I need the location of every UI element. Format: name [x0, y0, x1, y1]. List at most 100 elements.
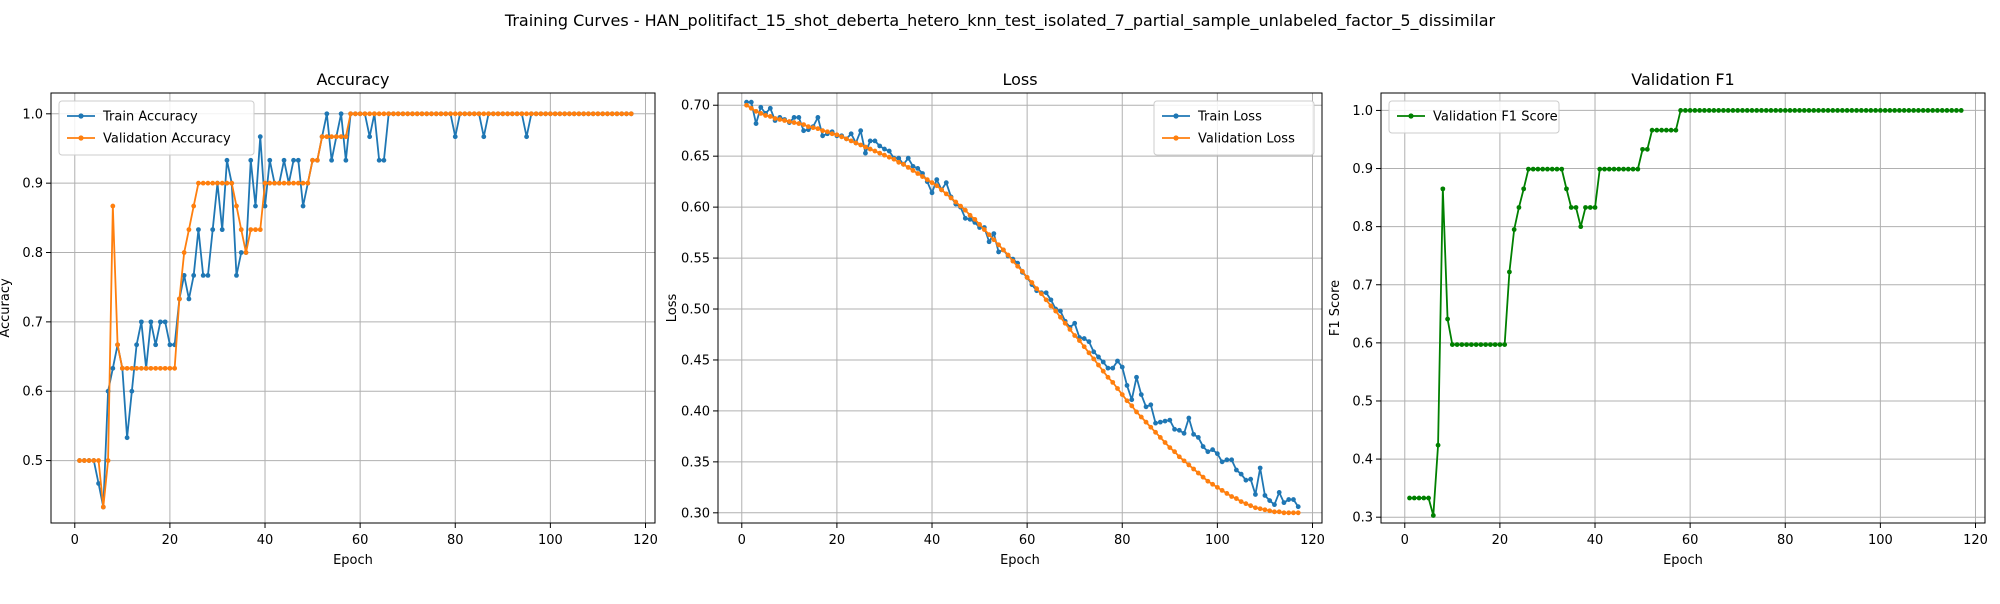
data-point — [896, 155, 902, 161]
data-point — [910, 168, 916, 173]
data-point — [1219, 487, 1225, 493]
data-point — [295, 157, 301, 163]
series-validation-loss — [744, 102, 1301, 516]
data-point — [815, 126, 821, 132]
data-point — [200, 273, 206, 278]
data-point — [1224, 457, 1230, 463]
data-point — [1124, 398, 1130, 404]
data-point — [343, 157, 349, 163]
x-tick-label: 40 — [1587, 533, 1604, 548]
data-point — [820, 128, 826, 134]
data-point — [1072, 320, 1078, 326]
data-point — [295, 180, 301, 186]
legend-entry: Validation Loss — [1162, 132, 1295, 147]
data-point — [1262, 507, 1268, 513]
data-point — [943, 180, 949, 186]
data-point — [181, 250, 187, 255]
data-point — [1291, 497, 1296, 502]
data-point — [281, 157, 287, 163]
y-axis-label: Loss — [665, 294, 680, 323]
data-point — [1229, 494, 1235, 499]
data-point — [1167, 417, 1173, 423]
data-point — [1091, 356, 1097, 362]
data-point — [1502, 342, 1508, 348]
data-point — [1916, 108, 1921, 113]
data-point — [1792, 108, 1798, 113]
data-point — [1744, 108, 1750, 113]
data-point — [376, 111, 382, 117]
data-point — [810, 125, 816, 131]
data-point — [839, 134, 845, 140]
data-point — [1233, 467, 1239, 473]
data-point — [1573, 205, 1579, 210]
data-point — [1892, 108, 1898, 113]
data-point — [1181, 458, 1187, 464]
data-point — [1858, 108, 1864, 113]
data-point — [476, 111, 482, 117]
data-point — [1830, 108, 1836, 113]
data-point — [200, 180, 206, 186]
data-point — [796, 121, 802, 126]
data-point — [915, 166, 921, 171]
data-point — [138, 319, 144, 325]
data-point — [1262, 493, 1268, 498]
data-point — [486, 111, 491, 117]
data-point — [243, 250, 249, 255]
data-point — [1286, 497, 1292, 502]
data-point — [1138, 414, 1144, 420]
data-point — [595, 111, 601, 117]
data-point — [848, 138, 854, 144]
data-point — [1554, 166, 1560, 172]
data-point — [1248, 503, 1254, 509]
data-point — [614, 111, 620, 117]
data-point — [1172, 449, 1177, 455]
series-line — [79, 112, 632, 508]
data-point — [167, 365, 173, 371]
legend-entry: Validation F1 Score — [1397, 110, 1558, 125]
data-point — [1735, 108, 1741, 113]
data-point — [1119, 364, 1125, 370]
data-point — [138, 365, 144, 371]
data-point — [1868, 108, 1874, 113]
data-point — [157, 365, 163, 371]
data-point — [1820, 108, 1826, 113]
data-point — [1464, 342, 1470, 348]
data-point — [1887, 108, 1893, 113]
data-point — [872, 138, 878, 144]
data-point — [1635, 166, 1641, 172]
y-tick-label: 0.30 — [681, 506, 710, 521]
y-tick-label: 0.8 — [22, 246, 43, 261]
data-point — [291, 157, 296, 163]
x-axis-label: Epoch — [333, 553, 373, 568]
data-point — [134, 342, 140, 348]
data-point — [801, 122, 807, 127]
data-point — [996, 242, 1001, 248]
data-point — [281, 180, 287, 186]
data-point — [333, 134, 339, 140]
data-point — [1176, 454, 1182, 460]
data-point — [986, 232, 992, 238]
data-point — [882, 146, 887, 152]
data-point — [1233, 496, 1239, 501]
data-point — [538, 111, 544, 117]
data-point — [590, 111, 596, 117]
x-tick-label: 120 — [1300, 533, 1325, 548]
data-point — [1238, 471, 1244, 477]
data-point — [948, 195, 954, 201]
legend-box — [58, 100, 255, 156]
data-point — [524, 134, 529, 140]
data-point — [533, 111, 539, 117]
data-point — [1039, 291, 1044, 297]
data-point — [1478, 342, 1484, 348]
data-point — [886, 154, 892, 160]
data-point — [500, 111, 506, 117]
data-point — [562, 111, 568, 117]
data-point — [1825, 108, 1831, 113]
data-point — [1839, 108, 1845, 113]
data-point — [882, 152, 887, 158]
data-point — [1597, 166, 1603, 172]
data-point — [1062, 320, 1068, 326]
x-tick-label: 60 — [352, 533, 369, 548]
data-point — [844, 136, 849, 142]
data-point — [896, 159, 902, 165]
